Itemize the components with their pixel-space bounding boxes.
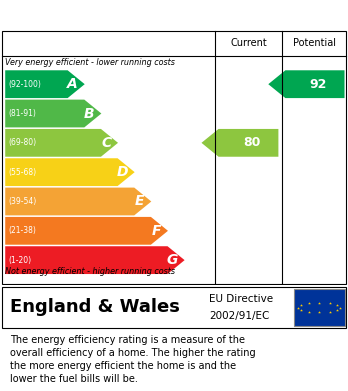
Text: (39-54): (39-54) xyxy=(9,197,37,206)
Text: Potential: Potential xyxy=(293,38,335,48)
Text: (55-68): (55-68) xyxy=(9,168,37,177)
Polygon shape xyxy=(5,188,151,215)
Text: C: C xyxy=(101,136,111,150)
Text: Energy Efficiency Rating: Energy Efficiency Rating xyxy=(10,7,213,23)
Text: G: G xyxy=(167,253,178,267)
Text: (21-38): (21-38) xyxy=(9,226,37,235)
Polygon shape xyxy=(5,129,118,157)
Text: B: B xyxy=(84,106,95,120)
Text: (81-91): (81-91) xyxy=(9,109,37,118)
Polygon shape xyxy=(268,70,345,98)
Text: Very energy efficient - lower running costs: Very energy efficient - lower running co… xyxy=(5,58,175,67)
Text: (92-100): (92-100) xyxy=(9,80,41,89)
Polygon shape xyxy=(201,129,278,157)
Text: The energy efficiency rating is a measure of the
overall efficiency of a home. T: The energy efficiency rating is a measur… xyxy=(10,335,256,384)
Text: Not energy efficient - higher running costs: Not energy efficient - higher running co… xyxy=(5,267,175,276)
Polygon shape xyxy=(5,246,184,274)
Text: 92: 92 xyxy=(310,78,327,91)
Polygon shape xyxy=(5,100,101,127)
Text: (1-20): (1-20) xyxy=(9,256,32,265)
Polygon shape xyxy=(5,217,168,245)
Text: A: A xyxy=(68,77,78,91)
Text: (69-80): (69-80) xyxy=(9,138,37,147)
Polygon shape xyxy=(5,158,135,186)
Text: Current: Current xyxy=(230,38,267,48)
Text: 80: 80 xyxy=(243,136,261,149)
Text: England & Wales: England & Wales xyxy=(10,298,180,316)
Text: EU Directive: EU Directive xyxy=(209,294,273,305)
Polygon shape xyxy=(5,70,85,98)
Text: 2002/91/EC: 2002/91/EC xyxy=(209,312,269,321)
Text: D: D xyxy=(117,165,128,179)
Text: E: E xyxy=(135,194,144,208)
Bar xyxy=(294,289,345,326)
Text: F: F xyxy=(151,224,161,238)
